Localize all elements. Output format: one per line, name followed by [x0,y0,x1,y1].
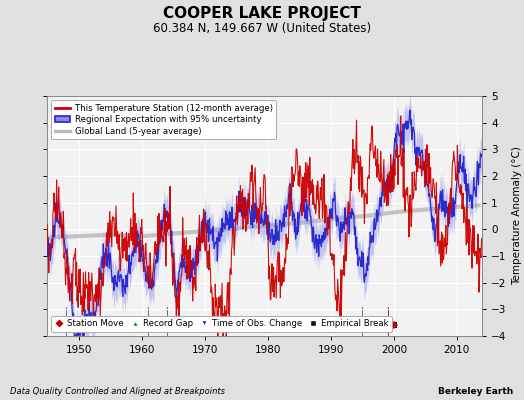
Text: COOPER LAKE PROJECT: COOPER LAKE PROJECT [163,6,361,21]
Text: Berkeley Earth: Berkeley Earth [438,387,514,396]
Text: 60.384 N, 149.667 W (United States): 60.384 N, 149.667 W (United States) [153,22,371,35]
Text: Data Quality Controlled and Aligned at Breakpoints: Data Quality Controlled and Aligned at B… [10,387,225,396]
Legend: Station Move, Record Gap, Time of Obs. Change, Empirical Break: Station Move, Record Gap, Time of Obs. C… [51,316,392,332]
Y-axis label: Temperature Anomaly (°C): Temperature Anomaly (°C) [512,146,522,286]
